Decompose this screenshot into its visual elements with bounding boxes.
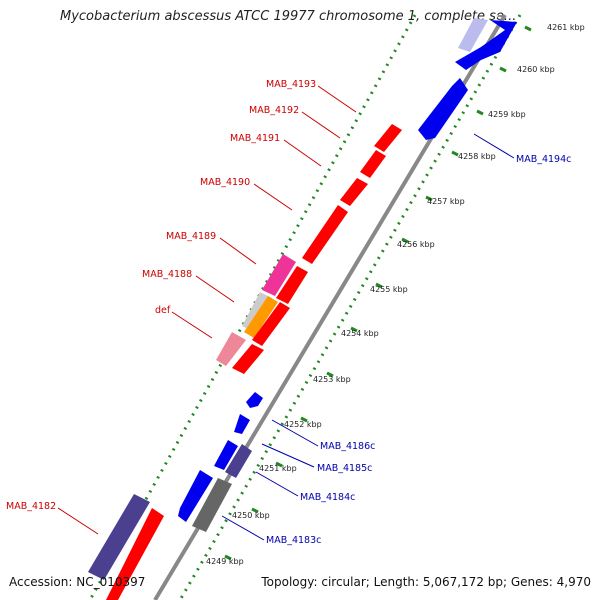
- gene-label-MAB_4183c[interactable]: MAB_4183c: [266, 535, 321, 546]
- ruler-label: 4250 kbp: [232, 511, 270, 520]
- ruler-label: 4256 kbp: [397, 240, 435, 249]
- ruler-label: 4254 kbp: [341, 329, 379, 338]
- gene-label-MAB_4186c[interactable]: MAB_4186c: [320, 441, 375, 452]
- gene-def[interactable]: [216, 332, 246, 366]
- ruler-label: 4251 kbp: [259, 464, 297, 473]
- map-title: Mycobacterium abscessus ATCC 19977 chrom…: [60, 9, 517, 24]
- forward-labels: MAB_4193 MAB_4192 MAB_4191 MAB_4190 MAB_…: [6, 79, 316, 512]
- gene-MAB_4184c-dark[interactable]: [225, 444, 252, 478]
- major-ticks: [224, 25, 532, 561]
- gene-orange[interactable]: [244, 296, 278, 338]
- topology-summary: Topology: circular; Length: 5,067,172 bp…: [261, 575, 591, 589]
- gene-label-MAB_4191[interactable]: MAB_4191: [230, 133, 280, 144]
- ruler-label: 4252 kbp: [284, 420, 322, 429]
- ruler-label: 4249 kbp: [206, 557, 244, 566]
- gene-label-MAB_4192[interactable]: MAB_4192: [249, 105, 299, 116]
- gene-MAB_4182-red[interactable]: [106, 508, 164, 600]
- ruler-labels: 4261 kbp 4260 kbp 4259 kbp 4258 kbp 4257…: [206, 23, 585, 566]
- reverse-labels: MAB_4194c MAB_4186c MAB_4185c MAB_4184c …: [266, 154, 571, 546]
- gene-MAB_4194c[interactable]: [418, 78, 468, 140]
- gene-MAB_4184c[interactable]: [178, 470, 213, 522]
- gene-label-MAB_4194c[interactable]: MAB_4194c: [516, 154, 571, 165]
- gene-label-MAB_4182[interactable]: MAB_4182: [6, 501, 56, 512]
- gene-MAB_4186c[interactable]: [246, 392, 263, 408]
- gene-MAB_4191[interactable]: [360, 150, 386, 178]
- gene-label-MAB_4193[interactable]: MAB_4193: [266, 79, 316, 90]
- ruler-label: 4255 kbp: [370, 285, 408, 294]
- forward-genes: [88, 18, 488, 600]
- gene-def-red[interactable]: [252, 302, 290, 346]
- gene-MAB_4182[interactable]: [88, 494, 150, 580]
- gene-def-red-b[interactable]: [232, 344, 264, 374]
- gene-MAB_4190[interactable]: [340, 178, 368, 206]
- gene-MAB_4193-outer[interactable]: [458, 18, 488, 52]
- gene-MAB_4185c[interactable]: [214, 440, 238, 470]
- ruler-label: 4261 kbp: [547, 23, 585, 32]
- gene-MAB_4186c-b[interactable]: [234, 414, 250, 434]
- gene-MAB_4194c-prev[interactable]: [455, 20, 517, 70]
- gene-label-MAB_4189[interactable]: MAB_4189: [166, 231, 216, 242]
- forward-label-leaders: [57, 85, 357, 535]
- gene-MAB_4188-red[interactable]: [276, 266, 308, 304]
- ruler-label: 4253 kbp: [313, 375, 351, 384]
- gene-label-MAB_4190[interactable]: MAB_4190: [200, 177, 250, 188]
- ruler-label: 4258 kbp: [458, 152, 496, 161]
- ruler-label: 4260 kbp: [517, 65, 555, 74]
- gene-MAB_4189[interactable]: [302, 205, 348, 264]
- reverse-label-leaders: [221, 133, 515, 541]
- gene-pink[interactable]: [262, 254, 296, 296]
- gene-label-def[interactable]: def: [155, 305, 171, 316]
- inner-ruler: [178, 14, 522, 600]
- reverse-genes: [178, 20, 517, 532]
- gene-MAB_4183c[interactable]: [192, 478, 232, 532]
- gene-label-MAB_4185c[interactable]: MAB_4185c: [317, 463, 372, 474]
- gene-MAB_4192[interactable]: [374, 124, 402, 152]
- gene-label-MAB_4184c[interactable]: MAB_4184c: [300, 492, 355, 503]
- ruler-label: 4257 kbp: [427, 197, 465, 206]
- accession-label: Accession: NC_010397: [9, 575, 146, 589]
- gene-label-MAB_4188[interactable]: MAB_4188: [142, 269, 192, 280]
- ruler-label: 4259 kbp: [488, 110, 526, 119]
